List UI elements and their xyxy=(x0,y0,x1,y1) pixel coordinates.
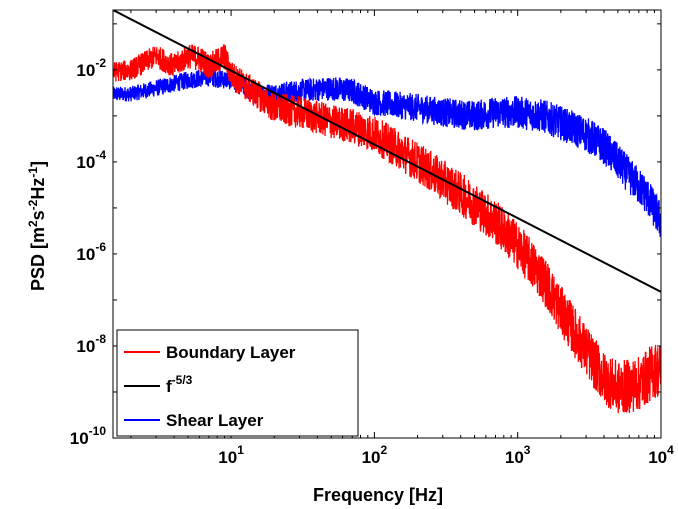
x-tick-base: 10 xyxy=(218,448,237,467)
x-tick-base: 10 xyxy=(648,448,667,467)
legend: Boundary Layer f-5/3 Shear Layer xyxy=(116,329,359,437)
y-tick-base: 10 xyxy=(76,245,95,264)
x-tick-label: 104 xyxy=(648,443,674,467)
y-tick-base: 10 xyxy=(70,429,89,448)
x-tick-label: 102 xyxy=(362,443,388,467)
y-tick-label: 10-10 xyxy=(70,424,107,448)
y-tick-exp: -10 xyxy=(89,424,107,438)
y-tick-exp: -4 xyxy=(95,148,106,162)
y-axis-title-part: -2 xyxy=(26,199,40,210)
x-tick-exp: 2 xyxy=(380,443,387,457)
x-tick-exp: 4 xyxy=(667,443,674,457)
x-tick-base: 10 xyxy=(362,448,381,467)
x-tick-exp: 3 xyxy=(524,443,531,457)
legend-label-power-law-base: f xyxy=(166,377,172,396)
series-layer xyxy=(113,10,661,414)
y-axis-title-part: -1 xyxy=(26,167,40,178)
x-tick-label: 101 xyxy=(218,443,244,467)
y-axis-title-part: ] xyxy=(28,161,48,167)
y-axis-title-part: Hz xyxy=(28,178,48,200)
series-boundary-layer xyxy=(113,44,661,414)
series-trace xyxy=(113,44,661,414)
x-tick-exp: 1 xyxy=(237,443,244,457)
x-tick-base: 10 xyxy=(505,448,524,467)
y-tick-label: 10-6 xyxy=(76,240,106,264)
y-tick-label: 10-4 xyxy=(76,148,106,172)
y-tick-label: 10-2 xyxy=(76,56,106,80)
series-f-5-3 xyxy=(113,10,661,293)
y-tick-exp: -2 xyxy=(95,56,106,70)
legend-label-shear-layer: Shear Layer xyxy=(166,411,264,430)
x-tick-label: 103 xyxy=(505,443,531,467)
series-line xyxy=(113,10,661,293)
y-tick-exp: -8 xyxy=(95,332,106,346)
y-axis-title-part: s xyxy=(28,210,48,220)
legend-box xyxy=(116,329,359,437)
y-tick-exp: -6 xyxy=(95,240,106,254)
y-axis-title-part: PSD [m xyxy=(28,227,48,291)
y-tick-base: 10 xyxy=(76,153,95,172)
legend-label-power-law: f-5/3 xyxy=(166,373,193,396)
series-trace xyxy=(113,68,661,237)
y-tick-label: 10-8 xyxy=(76,332,106,356)
plot-frame xyxy=(112,9,662,439)
y-tick-base: 10 xyxy=(76,337,95,356)
legend-label-power-law-exp: -5/3 xyxy=(172,373,193,387)
y-axis-title-part: 2 xyxy=(26,220,40,227)
y-axis-title: PSD [m2s-2Hz-1] xyxy=(26,161,48,291)
y-tick-base: 10 xyxy=(76,61,95,80)
legend-label-boundary-layer: Boundary Layer xyxy=(166,343,296,362)
x-axis-title: Frequency [Hz] xyxy=(313,485,443,505)
